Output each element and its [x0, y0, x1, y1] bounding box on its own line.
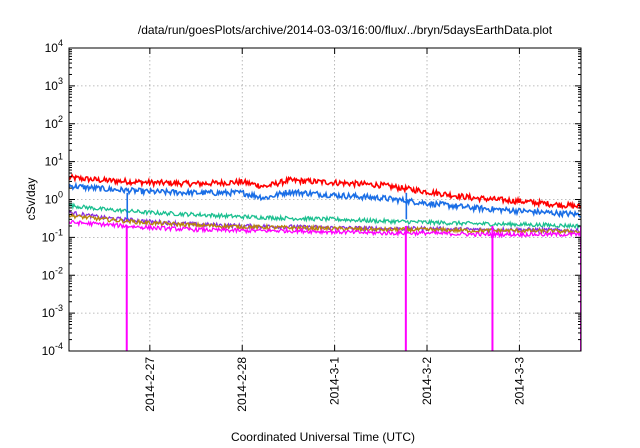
- y-tick-label: 10-4: [42, 341, 63, 358]
- x-tick-labels: 2014-2-27 2014-2-28 2014-3-1 2014-3-2 2014-3…: [143, 357, 527, 412]
- series-line: [69, 173, 581, 210]
- y-tick-label: 10-2: [42, 265, 63, 282]
- y-tick-label: 102: [45, 114, 63, 131]
- chart-title: /data/run/goesPlots/archive/2014-03-03/1…: [138, 23, 553, 37]
- y-tick-label: 103: [45, 76, 63, 93]
- y-tick-label: 104: [45, 38, 63, 55]
- series-line: [69, 202, 581, 230]
- x-tick-label: 2014-2-27: [143, 357, 157, 412]
- y-axis-label: cSv/day: [24, 178, 38, 221]
- series-line: [69, 219, 581, 239]
- series-line: [69, 181, 581, 219]
- x-tick-label: 2014-3-2: [420, 357, 434, 405]
- axis-ticks: [69, 47, 581, 352]
- series-line: [69, 212, 581, 236]
- x-tick-label: 2014-3-1: [328, 357, 342, 405]
- y-tick-label: 100: [45, 190, 63, 207]
- y-tick-label: 10-3: [42, 303, 63, 320]
- x-tick-label: 2014-2-28: [235, 357, 249, 412]
- plot-series: [69, 173, 581, 351]
- y-tick-label: 10-1: [42, 227, 63, 244]
- x-tick-label: 2014-3-3: [512, 357, 526, 405]
- x-axis-label: Coordinated Universal Time (UTC): [231, 430, 415, 444]
- grid: [69, 48, 581, 351]
- y-tick-label: 101: [45, 152, 63, 169]
- y-tick-labels: 10-4 10-3 10-2 10-1 100 101 102 103 104: [42, 38, 63, 358]
